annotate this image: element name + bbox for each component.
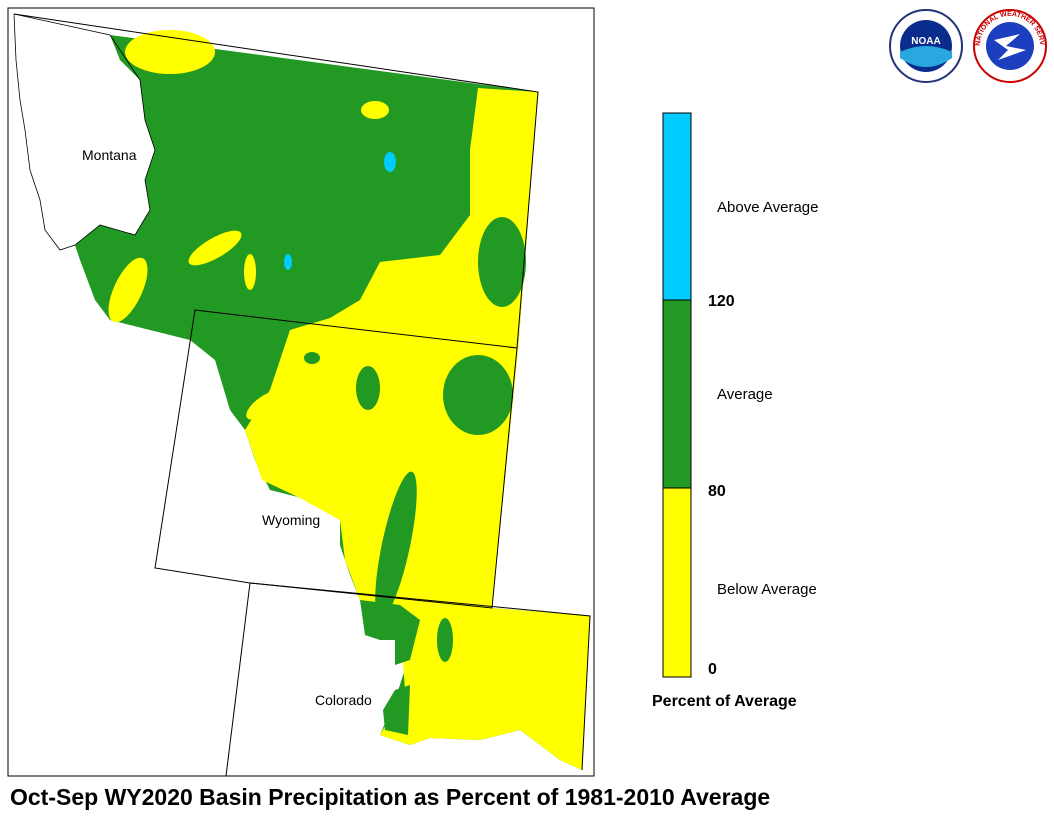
legend-swatch	[662, 299, 692, 489]
yellow-area	[246, 390, 284, 420]
legend-class: Above Average	[717, 199, 818, 216]
colorado-border	[225, 582, 251, 777]
legend-swatch	[662, 112, 692, 301]
green-area	[443, 355, 513, 435]
map-title: Oct-Sep WY2020 Basin Precipitation as Pe…	[10, 784, 770, 810]
above-area	[284, 254, 292, 270]
nws-logo-bolt	[994, 34, 1026, 60]
green-area	[356, 366, 380, 410]
legend: Above Average Average Below Average 120 …	[652, 112, 818, 710]
legend-class: Average	[717, 386, 773, 403]
nws-logo-inner	[986, 22, 1034, 70]
legend-title: Percent of Average	[652, 693, 797, 710]
legend-tick: 80	[708, 483, 726, 500]
green-area	[383, 685, 410, 735]
above-area	[384, 152, 396, 172]
map: Montana Wyoming Colorado	[13, 13, 591, 777]
green-area	[304, 352, 320, 364]
state-label: Colorado	[315, 692, 372, 708]
green-area	[360, 600, 420, 665]
colorado-border	[249, 582, 591, 771]
wyoming-border	[154, 309, 518, 609]
yellow-area	[108, 257, 148, 323]
green-area	[375, 471, 417, 619]
montana-border	[13, 13, 156, 251]
state-label: Montana	[82, 147, 137, 163]
legend-class: Below Average	[717, 581, 817, 598]
green-area	[437, 618, 453, 662]
noaa-logo-wave	[900, 46, 952, 67]
yellow-area	[361, 101, 389, 119]
green-area	[478, 217, 526, 307]
yellow-area	[188, 230, 242, 266]
legend-tick: 120	[708, 293, 735, 310]
yellow-area	[125, 30, 215, 74]
state-label: Wyoming	[262, 512, 320, 528]
yellow-area	[244, 254, 256, 290]
montana-border	[13, 13, 539, 349]
legend-tick: 0	[708, 661, 717, 678]
noaa-text: NOAA	[911, 36, 940, 47]
legend-swatch	[662, 487, 692, 678]
